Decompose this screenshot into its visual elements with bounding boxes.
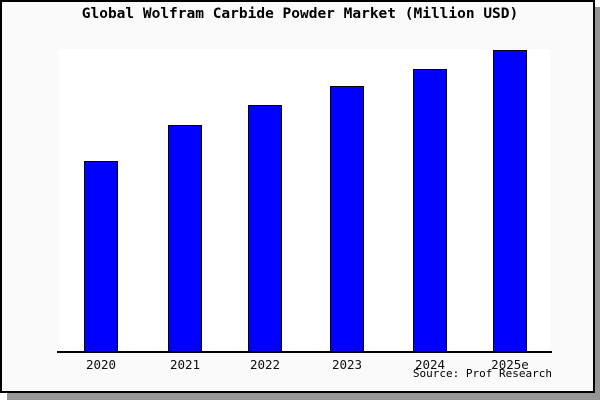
chart-title: Global Wolfram Carbide Powder Market (Mi…	[81, 6, 519, 22]
bar-2025e	[493, 50, 527, 352]
source-credit: Source: Prof Research	[412, 367, 552, 380]
bar-2024	[413, 69, 447, 352]
x-tick-label-2023: 2023	[331, 357, 363, 372]
x-tick-label-2025e: 2025e	[491, 357, 529, 372]
bar-2020	[84, 161, 118, 352]
plot-area	[59, 49, 550, 352]
bar-2023	[330, 86, 364, 352]
x-tick-label-2020: 2020	[85, 357, 117, 372]
bar-2021	[168, 125, 202, 352]
x-tick-label-2022: 2022	[249, 357, 281, 372]
x-tick-label-2024: 2024	[414, 357, 446, 372]
x-tick-label-2021: 2021	[169, 357, 201, 372]
bar-2022	[248, 105, 282, 352]
x-axis-line	[57, 351, 552, 353]
